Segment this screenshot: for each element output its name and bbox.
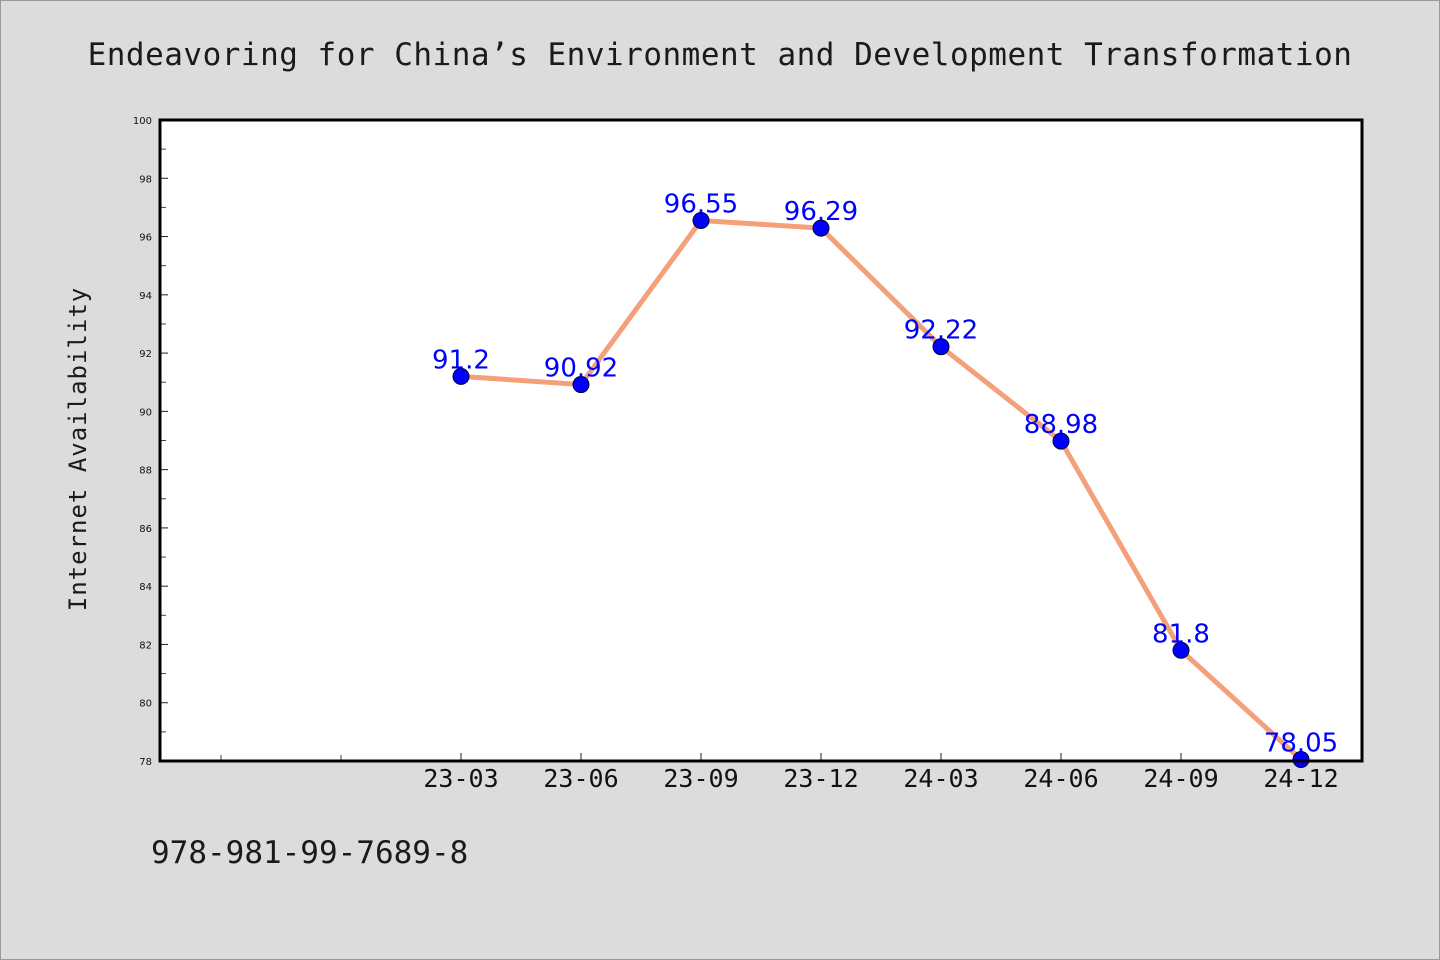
y-tick-label: 90 xyxy=(139,407,152,418)
data-label: 96.29 xyxy=(784,197,858,227)
data-label: 92.22 xyxy=(904,316,978,346)
chart-title: Endeavoring for China’s Environment and … xyxy=(87,37,1353,73)
data-label: 88.98 xyxy=(1024,410,1098,440)
y-tick-label: 78 xyxy=(139,757,152,768)
data-point xyxy=(1172,641,1190,659)
x-tick-label: 23-03 xyxy=(423,764,498,793)
data-label: 96.55 xyxy=(664,190,738,220)
y-tick-label: 88 xyxy=(139,466,152,477)
y-tick-label: 84 xyxy=(139,582,152,593)
x-tick-label: 23-09 xyxy=(663,764,738,793)
data-label: 91.2 xyxy=(432,345,490,375)
x-tick-label: 23-06 xyxy=(543,764,618,793)
data-label: 81.8 xyxy=(1152,619,1210,649)
y-tick-label: 80 xyxy=(139,699,152,710)
data-point xyxy=(1052,432,1070,450)
data-point xyxy=(812,219,830,237)
y-tick-label: 86 xyxy=(139,524,152,535)
data-point xyxy=(452,367,470,385)
x-tick-label: 24-06 xyxy=(1023,764,1098,793)
plot-area xyxy=(160,120,1362,761)
x-tick-label: 23-12 xyxy=(783,764,858,793)
data-point xyxy=(572,376,590,394)
x-tick-label: 24-09 xyxy=(1143,764,1218,793)
series-line xyxy=(458,218,1304,763)
y-tick-label: 100 xyxy=(133,116,152,127)
footer-code: 978-981-99-7689-8 xyxy=(151,835,469,871)
y-tick-label: 94 xyxy=(139,291,152,302)
plot-frame xyxy=(158,118,1364,763)
y-tick-label: 92 xyxy=(139,349,152,360)
data-point xyxy=(932,338,950,356)
x-tick-label: 24-03 xyxy=(903,764,978,793)
data-point xyxy=(692,212,710,230)
y-tick-label: 82 xyxy=(139,640,152,651)
data-label: 90.92 xyxy=(544,354,618,384)
x-tick-label: 24-12 xyxy=(1263,764,1338,793)
data-label: 78.05 xyxy=(1264,729,1338,759)
y-tick-label: 98 xyxy=(139,174,152,185)
y-tick-label: 96 xyxy=(139,233,152,244)
